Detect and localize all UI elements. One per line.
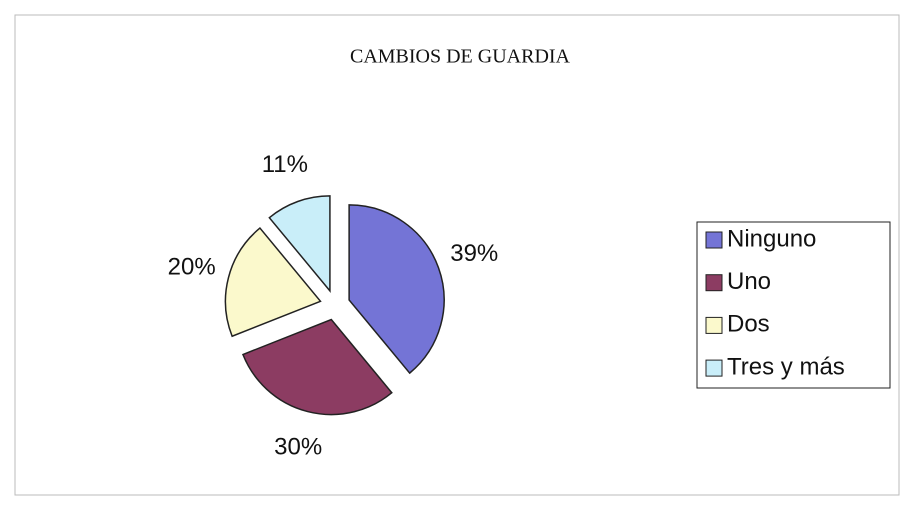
data-label: 39% (450, 240, 498, 267)
pie-slice (224, 227, 322, 338)
chart-title: CAMBIOS DE GUARDIA (350, 46, 571, 68)
legend-swatch (705, 359, 723, 377)
pie-slice (268, 195, 331, 293)
legend-label: Uno (727, 268, 771, 295)
data-label: 20% (168, 254, 216, 281)
legend-swatch (705, 274, 723, 292)
data-label: 30% (274, 434, 322, 461)
legend-label: Dos (727, 311, 770, 338)
pie-slice (241, 318, 393, 416)
pie-slice (348, 204, 445, 375)
data-label: 11% (262, 151, 308, 178)
legend-swatch (705, 316, 723, 334)
legend-label: Tres y más (727, 353, 845, 380)
legend-swatch (705, 231, 723, 249)
legend-label: Ninguno (727, 225, 816, 252)
legend-box (696, 221, 891, 389)
